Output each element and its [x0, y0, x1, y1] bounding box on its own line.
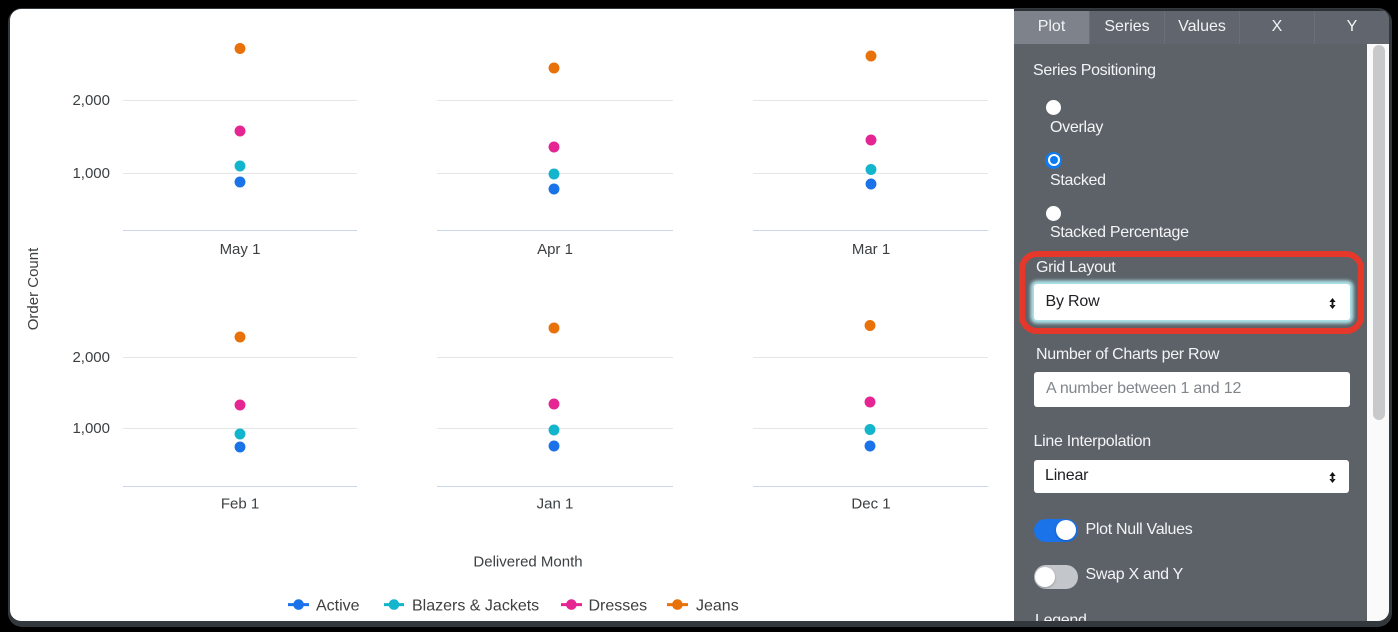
svg-text:1,000: 1,000 — [72, 420, 110, 437]
svg-text:2,000: 2,000 — [72, 349, 110, 366]
svg-text:Mar 1: Mar 1 — [852, 241, 890, 258]
svg-text:May 1: May 1 — [220, 241, 261, 258]
svg-text:Feb 1: Feb 1 — [221, 496, 259, 513]
svg-text:1,000: 1,000 — [72, 165, 110, 182]
svg-text:Apr 1: Apr 1 — [537, 241, 573, 258]
svg-text:2,000: 2,000 — [72, 92, 110, 109]
svg-text:Delivered Month: Delivered Month — [473, 554, 582, 571]
svg-text:Active: Active — [316, 598, 360, 615]
svg-text:Jeans: Jeans — [696, 598, 739, 615]
svg-text:Dresses: Dresses — [589, 598, 648, 615]
svg-text:Blazers & Jackets: Blazers & Jackets — [412, 598, 539, 615]
svg-text:Order Count: Order Count — [25, 247, 42, 330]
svg-text:Jan 1: Jan 1 — [537, 496, 574, 513]
svg-text:Dec 1: Dec 1 — [851, 496, 890, 513]
